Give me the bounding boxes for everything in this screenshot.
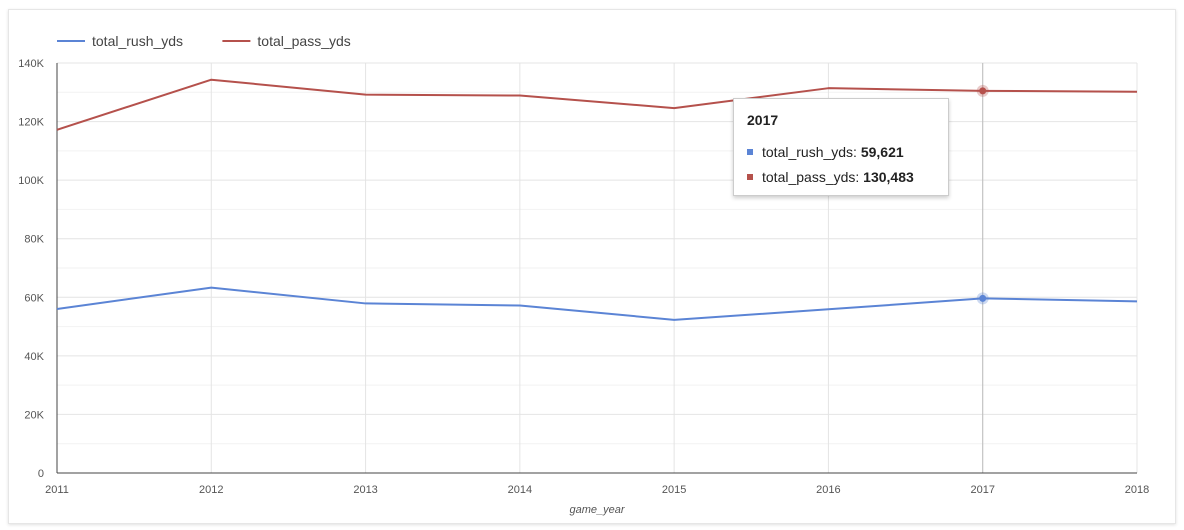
legend[interactable]: total_rush_yds total_pass_yds xyxy=(57,33,351,49)
x-tick-label: 2018 xyxy=(1125,484,1149,496)
y-tick-label: 80K xyxy=(24,234,44,246)
tooltip-value-rush: 59,621 xyxy=(860,144,904,160)
y-tick-label: 60K xyxy=(24,292,44,304)
series-line-total_rush_yds[interactable] xyxy=(56,286,1138,321)
tooltip-label-pass: total_pass_yds: xyxy=(762,169,864,185)
legend-label-total_pass_yds[interactable]: total_pass_yds xyxy=(257,33,350,49)
y-tick-label: 120K xyxy=(18,117,44,129)
series-line-total_pass_yds[interactable] xyxy=(56,78,1138,131)
y-tick-label: 20K xyxy=(24,409,44,421)
x-axis-title: game_year xyxy=(569,504,625,516)
series-lines xyxy=(56,78,1138,321)
tooltip-title: 2017 xyxy=(747,112,779,128)
y-tick-label: 140K xyxy=(18,58,44,70)
x-tick-label: 2015 xyxy=(662,484,686,496)
tooltip-swatch-rush xyxy=(747,149,753,156)
tooltip-swatch-pass xyxy=(747,174,753,181)
grid-lines xyxy=(57,62,1138,473)
chart-card xyxy=(8,9,1176,524)
tooltip-value-pass: 130,483 xyxy=(863,169,914,185)
x-tick-label: 2012 xyxy=(199,484,223,496)
tooltip-row-rush: total_rush_yds: 59,621 xyxy=(747,144,904,160)
tooltip: 2017 total_rush_yds: 59,621 total_pass_y… xyxy=(733,98,949,196)
tooltip-row-pass: total_pass_yds: 130,483 xyxy=(747,169,914,185)
x-tick-label: 2011 xyxy=(45,484,69,496)
hover-point-total_pass_yds[interactable] xyxy=(979,87,987,95)
legend-label-total_rush_yds[interactable]: total_rush_yds xyxy=(92,33,183,49)
y-tick-label: 40K xyxy=(24,351,44,363)
y-tick-label: 0 xyxy=(38,468,44,480)
x-tick-label: 2016 xyxy=(816,484,840,496)
tooltip-label-rush: total_rush_yds: xyxy=(762,144,861,160)
x-tick-label: 2014 xyxy=(508,484,532,496)
x-tick-label: 2017 xyxy=(970,484,994,496)
hover-point-total_rush_yds[interactable] xyxy=(979,294,987,302)
axes: 0 20K 40K 60K 80K 100K 120K 140K 2011 2012 2013 201… xyxy=(18,58,1149,496)
x-tick-label: 2013 xyxy=(353,484,377,496)
y-tick-label: 100K xyxy=(18,175,44,187)
